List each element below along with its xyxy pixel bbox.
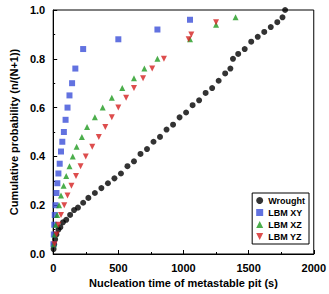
svg-text:0.2: 0.2: [30, 199, 45, 211]
svg-text:2000: 2000: [302, 262, 326, 274]
svg-text:1000: 1000: [171, 262, 195, 274]
svg-text:1.0: 1.0: [30, 4, 45, 16]
svg-text:1500: 1500: [236, 262, 260, 274]
svg-text:LBM XY: LBM XY: [268, 208, 302, 218]
svg-text:0.8: 0.8: [30, 53, 45, 65]
svg-text:LBM YZ: LBM YZ: [268, 232, 302, 242]
svg-text:0: 0: [50, 262, 56, 274]
svg-text:0.0: 0.0: [30, 248, 45, 260]
svg-text:Cumulative probability (n/(N+1: Cumulative probability (n/(N+1)): [8, 48, 20, 215]
svg-text:0.4: 0.4: [30, 150, 46, 162]
svg-text:Wrought: Wrought: [268, 196, 305, 206]
svg-text:500: 500: [109, 262, 127, 274]
svg-text:Nucleation time of metastable: Nucleation time of metastable pit (s): [89, 277, 278, 289]
svg-text:0.6: 0.6: [30, 102, 45, 114]
svg-text:LBM XZ: LBM XZ: [268, 220, 302, 230]
